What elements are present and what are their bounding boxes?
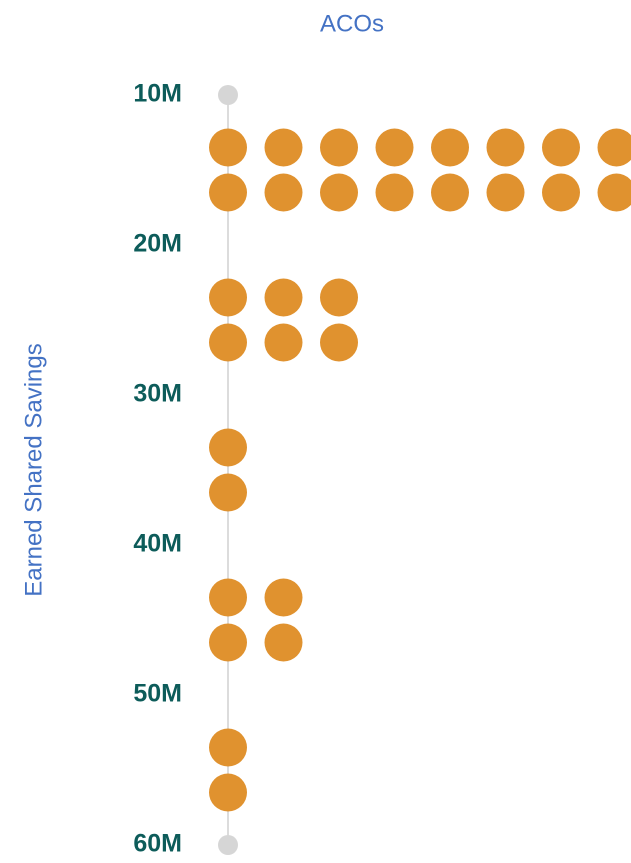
y-tick-label: 50M: [133, 680, 182, 708]
tick-mark: [218, 835, 238, 855]
dot: [209, 128, 247, 167]
dot: [264, 578, 303, 617]
y-tick-label: 60M: [133, 830, 182, 858]
dot: [320, 128, 358, 167]
dot: [209, 173, 247, 212]
dot: [320, 173, 358, 212]
dot: [209, 278, 247, 317]
dot: [209, 773, 247, 812]
chart-title: ACOs: [320, 10, 384, 37]
y-tick-label: 30M: [133, 380, 182, 408]
dot: [320, 278, 358, 317]
dot: [597, 128, 631, 167]
dot: [209, 623, 247, 662]
dot: [209, 428, 247, 467]
dot: [209, 323, 247, 362]
y-tick-label: 40M: [133, 530, 182, 558]
y-axis-label: Earned Shared Savings: [20, 343, 47, 597]
dot: [209, 473, 247, 512]
dot: [486, 173, 525, 212]
dot: [264, 173, 303, 212]
dot: [431, 128, 469, 167]
dot: [264, 323, 303, 362]
tick-mark: [218, 85, 238, 105]
dot: [375, 128, 414, 167]
dot: [542, 128, 580, 167]
dot: [542, 173, 580, 212]
y-tick-label: 10M: [133, 80, 182, 108]
dot: [375, 173, 414, 212]
dot: [320, 323, 358, 362]
dot: [209, 578, 247, 617]
dot: [264, 623, 303, 662]
dot: [264, 128, 303, 167]
dot: [486, 128, 525, 167]
dot: [264, 278, 303, 317]
y-tick-label: 20M: [133, 230, 182, 258]
dot: [597, 173, 631, 212]
dot: [431, 173, 469, 212]
dot: [209, 728, 247, 767]
